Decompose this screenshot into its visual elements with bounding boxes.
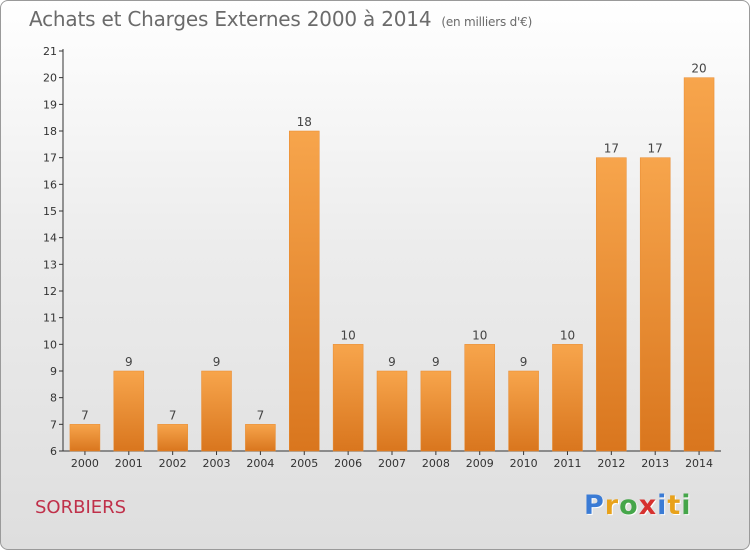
bar	[420, 370, 452, 452]
y-tick-label: 18	[43, 125, 57, 138]
logo-letter: o	[619, 490, 639, 521]
x-tick-label: 2014	[685, 457, 713, 470]
data-label: 9	[388, 355, 396, 369]
y-tick-label: 15	[43, 205, 57, 218]
data-label: 10	[560, 328, 575, 342]
y-tick-label: 10	[43, 338, 57, 351]
x-tick-label: 2010	[510, 457, 538, 470]
x-tick-label: 2011	[553, 457, 581, 470]
data-label: 17	[648, 142, 663, 156]
logo-letter: r	[604, 490, 620, 521]
bar	[332, 344, 364, 452]
y-tick-label: 9	[50, 365, 57, 378]
y-tick-label: 17	[43, 152, 57, 165]
bar	[245, 424, 276, 452]
bar	[113, 370, 145, 452]
y-tick-label: 7	[50, 418, 57, 431]
data-label: 17	[604, 142, 619, 156]
bar	[683, 77, 715, 452]
bar	[508, 370, 539, 452]
x-tick-label: 2009	[466, 457, 494, 470]
x-tick-label: 2007	[378, 457, 406, 470]
y-tick-label: 14	[43, 232, 57, 245]
data-label: 10	[472, 328, 487, 342]
x-tick-label: 2005	[290, 457, 318, 470]
data-label: 9	[432, 355, 440, 369]
city-name: SORBIERS	[35, 497, 127, 518]
logo-letter: i	[657, 490, 668, 521]
bar	[289, 130, 320, 452]
chart-subtitle: (en milliers d'€)	[441, 15, 533, 29]
bar	[157, 424, 188, 452]
logo-letter: x	[638, 490, 658, 521]
x-tick-label: 2012	[597, 457, 625, 470]
y-tick-label: 6	[50, 445, 57, 458]
bar	[376, 370, 408, 452]
logo-letter: t	[667, 490, 682, 521]
logo-letter: i	[681, 490, 692, 521]
data-label: 9	[520, 355, 528, 369]
y-tick-label: 21	[43, 45, 57, 58]
x-tick-label: 2002	[159, 457, 187, 470]
x-tick-label: 2001	[115, 457, 143, 470]
bar	[464, 344, 495, 452]
data-label: 18	[297, 115, 312, 129]
proxiti-logo: Proxiti	[584, 490, 692, 521]
data-label: 9	[213, 355, 221, 369]
y-tick-label: 20	[43, 72, 57, 85]
bars	[69, 77, 715, 452]
bar	[639, 157, 671, 452]
bar	[552, 344, 583, 452]
x-tick-label: 2006	[334, 457, 362, 470]
data-label: 7	[169, 408, 177, 422]
y-tick-label: 19	[43, 98, 57, 111]
data-label: 10	[340, 328, 355, 342]
logo-letter: P	[584, 490, 605, 521]
x-tick-label: 2008	[422, 457, 450, 470]
x-tick-label: 2013	[641, 457, 669, 470]
y-tick-label: 11	[43, 312, 57, 325]
data-label: 7	[81, 408, 89, 422]
data-label: 20	[691, 62, 706, 76]
bar	[596, 157, 627, 452]
x-tick-label: 2003	[203, 457, 231, 470]
data-labels: 7 9 7 9 7 18 10 9 9 10 9 10 17 17 20	[81, 62, 707, 423]
y-tick-label: 16	[43, 178, 57, 191]
x-tick-label: 2000	[71, 457, 99, 470]
data-label: 7	[257, 408, 265, 422]
data-label: 9	[125, 355, 133, 369]
chart-title: Achats et Charges Externes 2000 à 2014 (e…	[29, 7, 532, 31]
bar	[69, 424, 101, 452]
chart-title-text: Achats et Charges Externes 2000 à 2014	[29, 7, 432, 31]
y-tick-label: 13	[43, 258, 57, 271]
bar	[201, 370, 232, 452]
x-tick-label: 2004	[246, 457, 274, 470]
y-tick-label: 12	[43, 285, 57, 298]
axes: 6 7 8 9 10 11 12 13 14 15 16 17 18 19 20 21 2000 2001 2002…	[43, 45, 721, 470]
y-tick-label: 8	[50, 392, 57, 405]
